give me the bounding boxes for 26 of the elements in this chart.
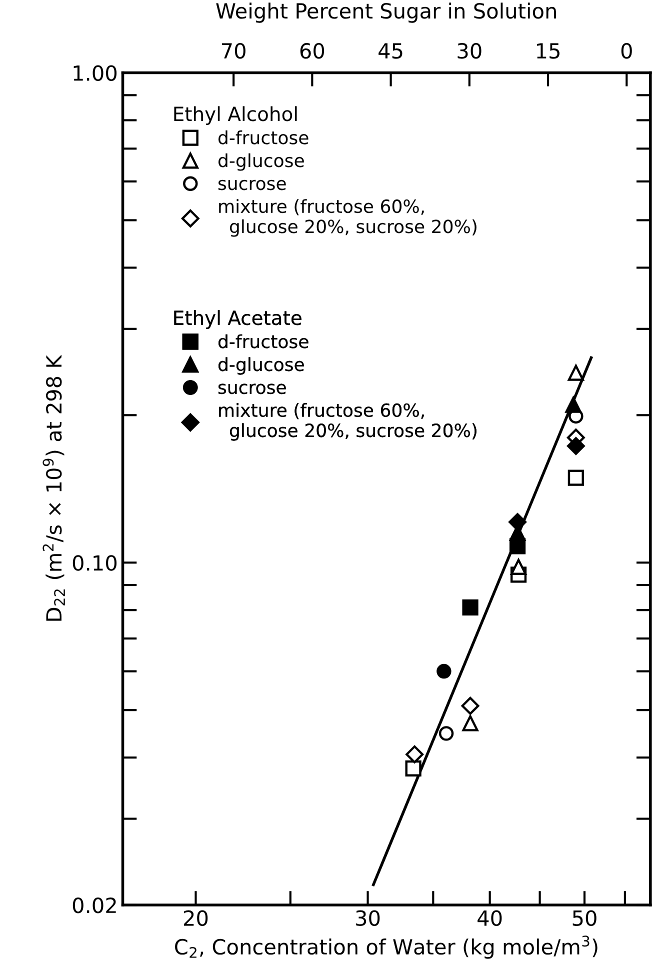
x-tick-label: 30 [356,910,380,926]
x-axis-title: C$_{2}$, Concentration of Water (kg mole/m$^{3}$) [175,936,598,959]
legend-label: d-fructose [218,334,308,348]
y-tick-label: 0.02 [72,897,116,914]
legend-label: sucrose [218,384,286,394]
legend-label: mixture (fructose 60%, glucose 20%, sucrose 20%) [219,199,476,237]
text: 0 [621,42,632,59]
text: Ethyl Acetate [174,310,302,329]
legend-label: d-glucose [218,357,304,375]
legend-label: mixture (fructose 60%, glucose 20%, sucrose 20%) [219,403,476,441]
text: 70 [222,42,246,59]
x-tick-label: 20 [184,910,208,926]
x-tick-label: 50 [572,910,596,926]
text: Weight Percent Sugar in Solution [216,2,556,23]
y-tick-label: 0.10 [72,555,117,571]
legend-label: d-glucose [218,153,304,171]
text: 60 [300,42,324,59]
text: 15 [537,43,560,59]
y-axis-title: D$_{22}$ (m$^{2}$/s × 10$^{9}$) at 298 K [42,354,65,621]
x-tick-label: 40 [478,910,502,926]
y-tick-label: 1.00 [74,65,117,81]
legend-label: d-fructose [218,130,308,144]
text: 45 [378,43,402,59]
legend-label: sucrose [218,180,286,190]
text: Ethyl Alcohol [174,106,297,126]
text: 30 [458,42,482,59]
